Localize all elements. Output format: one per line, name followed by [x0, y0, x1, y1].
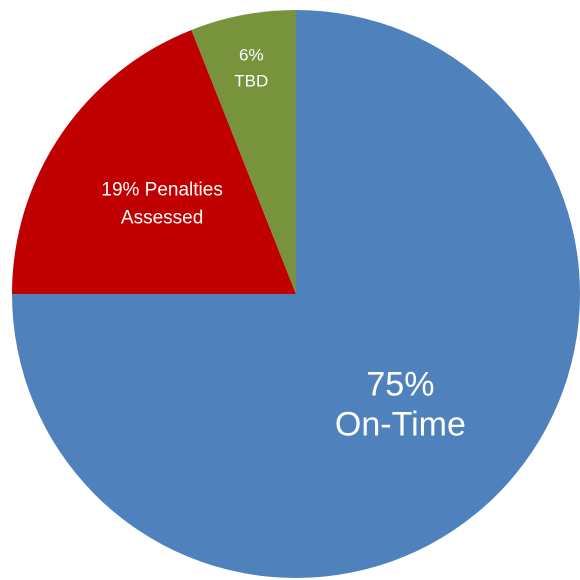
slice-label-line: On-Time [335, 405, 466, 443]
slice-label-line: 75% [366, 365, 434, 403]
slice-label-on-time: 75% On-Time [335, 365, 466, 443]
slice-label-penalties-assessed: 19% Penalties Assessed [101, 180, 222, 229]
pie-labels: 75% On-Time 19% Penalties Assessed 6% TBD [101, 46, 466, 444]
slice-label-line: 6% [239, 46, 264, 65]
pie-slice-tbd [191, 9, 296, 294]
slice-label-line: Assessed [121, 208, 203, 229]
slice-label-line: TBD [234, 72, 268, 91]
pie-slices [12, 9, 580, 578]
slice-label-line: 19% Penalties [101, 180, 222, 201]
pie-slice-penalties-assessed [12, 29, 296, 294]
slice-label-tbd: 6% TBD [234, 46, 268, 91]
